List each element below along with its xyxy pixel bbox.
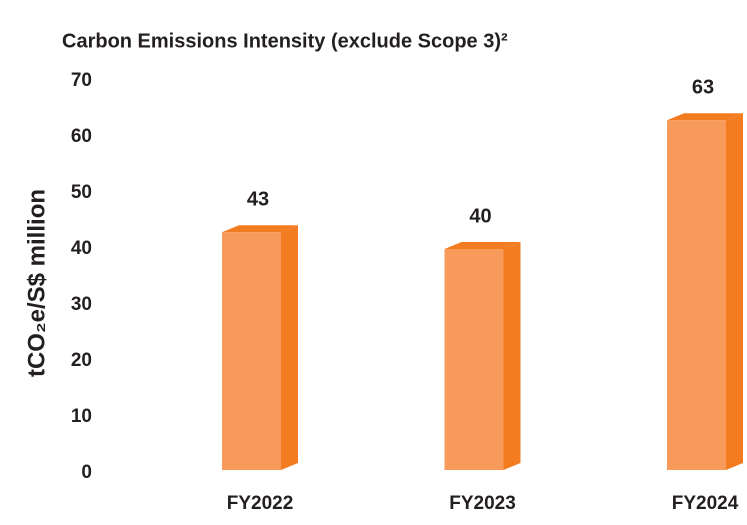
bar bbox=[667, 113, 743, 470]
y-tick-label: 10 bbox=[71, 406, 92, 427]
x-tick-label: FY2024 bbox=[672, 493, 739, 514]
bar-front bbox=[222, 232, 281, 470]
y-tick-label: 70 bbox=[71, 70, 92, 91]
x-tick-label: FY2022 bbox=[227, 493, 294, 514]
bar bbox=[222, 225, 298, 470]
bar-side bbox=[726, 113, 743, 470]
bar bbox=[444, 242, 521, 470]
bar-top bbox=[444, 242, 521, 249]
y-tick-label: 50 bbox=[71, 182, 92, 203]
chart-title: Carbon Emissions Intensity (exclude Scop… bbox=[62, 30, 508, 52]
x-tick-label: FY2023 bbox=[449, 493, 516, 514]
y-tick-label: 0 bbox=[81, 462, 92, 483]
y-axis-label: tCO₂e/S$ million bbox=[23, 189, 50, 377]
y-tick-label: 20 bbox=[71, 350, 92, 371]
y-tick-label: 60 bbox=[71, 126, 92, 147]
bar-front bbox=[667, 120, 726, 470]
bar-side bbox=[281, 225, 298, 470]
bar-top bbox=[667, 113, 743, 121]
bar-top bbox=[222, 225, 298, 233]
value-label: 40 bbox=[469, 205, 491, 227]
y-tick-label: 40 bbox=[71, 238, 92, 259]
value-label: 43 bbox=[247, 188, 269, 210]
y-tick-label: 30 bbox=[71, 294, 92, 315]
value-label: 63 bbox=[692, 76, 714, 98]
bar-side bbox=[503, 242, 521, 470]
bar-front bbox=[444, 249, 504, 470]
